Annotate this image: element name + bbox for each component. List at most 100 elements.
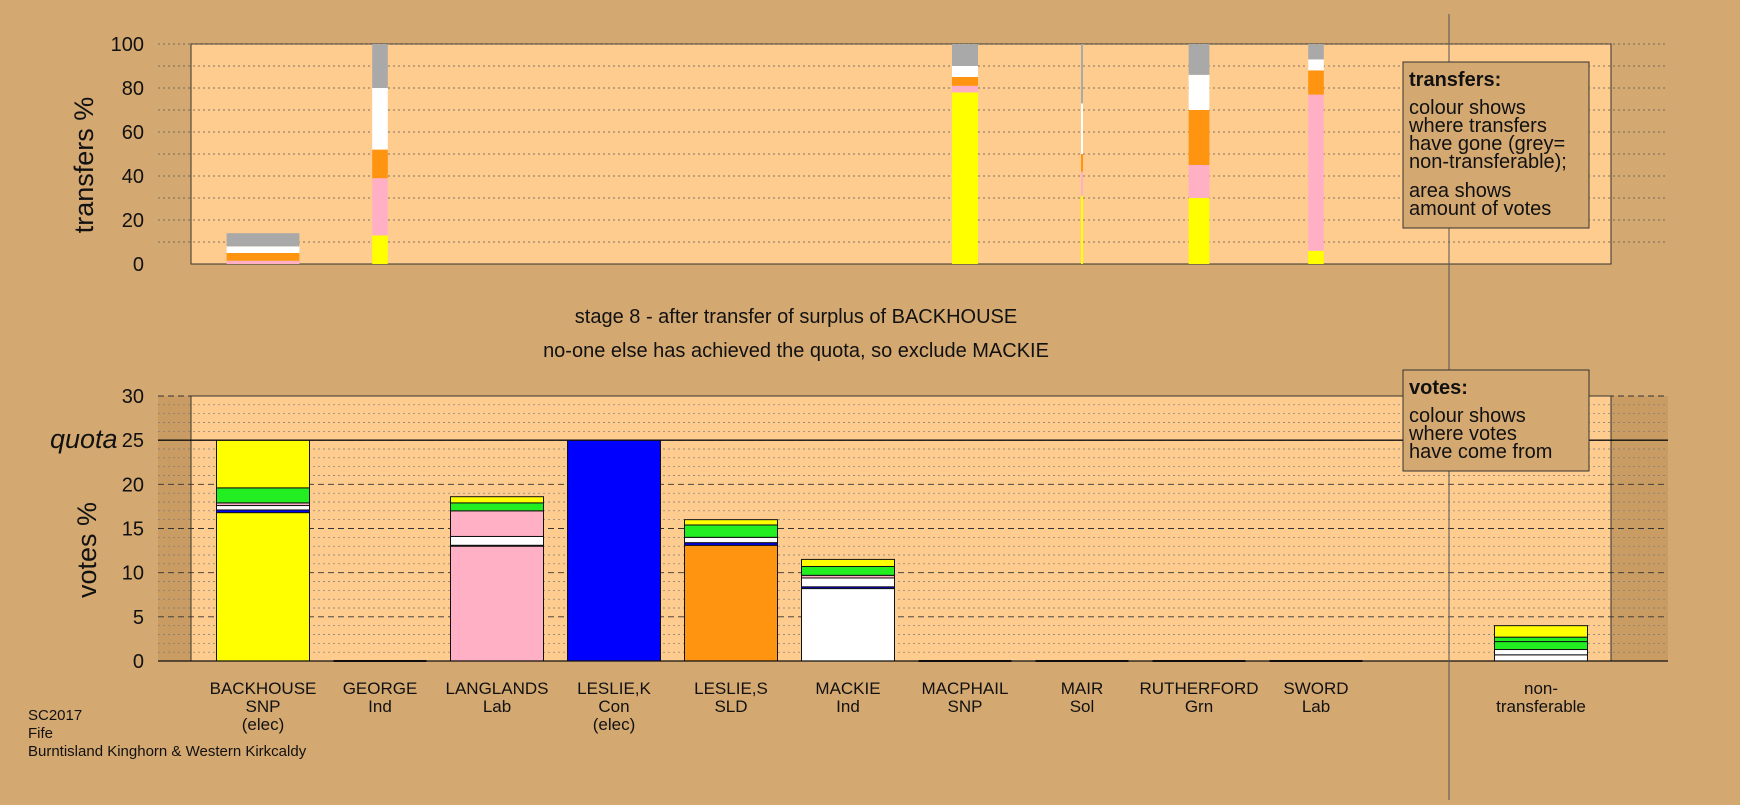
transfer-segment-sword [1308,59,1324,71]
transfer-segment-mair [1081,171,1083,196]
candidate-name-label: BACKHOUSE [210,679,317,698]
transfers-y-tick-label: 20 [122,210,144,232]
transfers-y-tick-label: 0 [133,254,144,276]
transfer-segment-george [372,44,388,88]
transfer-segment-george [372,235,388,264]
candidate-party-label: Con [598,697,629,716]
vote-segment-mackie [801,558,895,567]
transfer-segment-rutherford [1188,165,1210,198]
transfer-segment-backhouse [226,253,300,261]
candidate-name-label: LANGLANDS [446,679,549,698]
transfers-legend-line: where transfers [1408,115,1547,137]
transfers-legend-line: area shows [1409,180,1511,202]
transfers-y-axis: 0 20 40 60 80 100 [111,34,144,276]
transfer-segment-rutherford [1188,110,1210,165]
votes-legend-heading: votes: [1409,377,1468,399]
transfer-segment-macphail [952,66,978,77]
transfer-segment-mair [1081,103,1083,154]
vote-segment-nontransferable [1494,625,1588,638]
exclude-note: no-one else has achieved the quota, so e… [543,340,1049,362]
candidate-name-label: MAIR [1061,679,1104,698]
transfers-bars [226,44,1324,265]
transfers-legend-line: amount of votes [1409,198,1551,220]
footer-council: Fife [28,725,53,742]
transfer-segment-sword [1308,44,1324,60]
votes-legend-line: have come from [1409,441,1552,463]
transfer-segment-macphail [952,92,978,265]
transfer-segment-rutherford [1188,44,1210,75]
nontransferable-label-1: non- [1524,679,1558,698]
votes-y-tick-label: 20 [122,474,144,496]
footer-election: SC2017 [28,707,82,724]
transfer-segment-rutherford [1188,74,1210,110]
transfer-segment-backhouse [226,246,300,253]
votes-legend-box [1402,369,1590,472]
candidate-elected-label: (elec) [242,715,285,734]
transfers-y-tick-label: 100 [111,34,144,56]
vote-segment-lesliek [567,439,661,662]
votes-y-tick-label: 0 [133,651,144,673]
transfer-segment-george [372,88,388,150]
votes-legend: votes: colour shows where votes have com… [1402,369,1590,472]
votes-y-tick-label: 15 [122,519,144,541]
vote-segment-nontransferable [1494,641,1588,651]
transfer-segment-sword [1308,250,1324,264]
votes-legend-line: colour shows [1409,405,1526,427]
quota-label: quota [50,424,118,454]
vote-segment-langlands [450,545,544,662]
candidate-party-label: SNP [948,697,983,716]
candidate-name-label: LESLIE,K [577,679,651,698]
votes-legend-line: where votes [1408,423,1517,445]
vote-segment-backhouse [216,439,310,489]
transfer-segment-sword [1308,70,1324,95]
nontransferable-label-2: transferable [1496,697,1586,716]
vote-segment-leslies [684,544,778,662]
votes-y-axis: 0 5 10 15 20 25 30 [122,386,144,673]
transfers-legend-line: colour shows [1409,97,1526,119]
transfer-segment-macphail [952,44,978,66]
transfers-legend-heading: transfers: [1409,69,1501,91]
vote-segment-backhouse [216,487,310,504]
transfer-segment-sword [1308,94,1324,251]
footer-ward: Burntisland Kinghorn & Western Kirkcaldy [28,743,307,760]
vote-segment-backhouse [216,505,310,511]
stage-title: stage 8 - after transfer of surplus of B… [575,306,1017,328]
vote-segment-langlands [450,502,544,512]
transfers-axis-title: transfers % [69,97,99,234]
vote-segment-langlands [450,510,544,537]
transfer-segment-macphail [952,77,978,86]
vote-segment-leslies [684,524,778,538]
candidate-party-label: Grn [1185,697,1213,716]
transfers-y-tick-label: 80 [122,78,144,100]
vote-segment-nontransferable [1494,649,1588,656]
transfer-segment-rutherford [1188,198,1210,264]
votes-y-tick-label: 5 [133,607,144,629]
transfer-segment-george [372,149,388,179]
vote-segment-mackie [801,565,895,576]
transfers-y-tick-label: 60 [122,122,144,144]
vote-segment-leslies [684,536,778,544]
candidate-party-label: SLD [714,697,747,716]
candidate-party-label: Ind [368,697,392,716]
candidate-party-label: Ind [836,697,860,716]
votes-axis-title: votes % [72,502,102,598]
vote-segment-backhouse [216,512,310,662]
vote-segment-mackie [801,588,895,662]
transfer-segment-mair [1081,195,1083,264]
transfer-segment-macphail [952,85,978,93]
candidate-labels: BACKHOUSESNP(elec)GEORGEIndLANGLANDSLabL… [210,679,1349,734]
transfers-legend-box [1402,61,1590,229]
vote-segment-nontransferable [1494,636,1588,643]
vote-segment-langlands [450,535,544,546]
vote-segment-mackie [801,577,895,588]
votes-y-tick-label: 30 [122,386,144,408]
candidate-party-label: SNP [246,697,281,716]
vote-segment-leslies [684,519,778,526]
candidate-party-label: Lab [1302,697,1330,716]
transfer-segment-george [372,178,388,236]
vote-segment-langlands [450,496,544,504]
candidate-name-label: GEORGE [343,679,418,698]
transfer-segment-backhouse [226,260,300,264]
vote-segment-nontransferable [1494,654,1588,662]
